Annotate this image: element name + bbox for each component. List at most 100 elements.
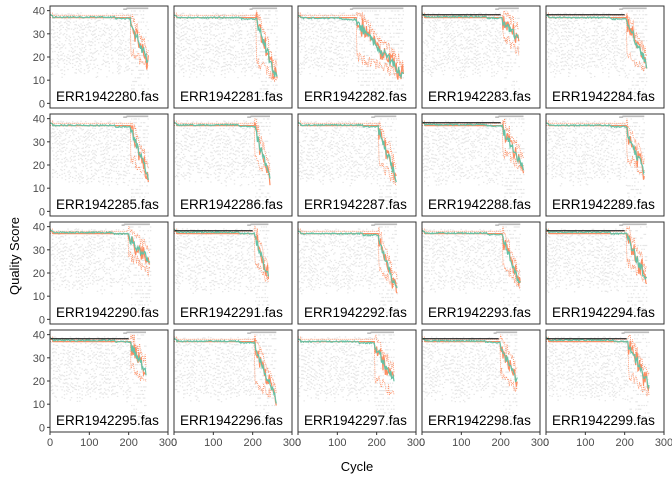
heatmap-cell — [210, 30, 212, 32]
heatmap-cell — [57, 161, 60, 164]
heatmap-cell — [94, 153, 96, 156]
heatmap-cell — [592, 46, 595, 48]
heatmap-cell — [111, 24, 113, 27]
heatmap-cell — [79, 40, 81, 42]
heatmap-cell — [560, 61, 563, 63]
mean-line — [173, 14, 278, 77]
heatmap-cell — [56, 165, 59, 167]
heatmap-cell — [108, 184, 110, 186]
heatmap-cell — [453, 44, 455, 46]
heatmap-cell — [121, 135, 123, 137]
heatmap-cell — [303, 162, 305, 164]
heatmap-cell — [114, 162, 116, 165]
heatmap-cell — [494, 20, 497, 22]
heatmap-cell — [196, 158, 198, 160]
heatmap-cell — [73, 36, 75, 38]
heatmap-cell — [136, 62, 139, 64]
heatmap-cell — [562, 20, 564, 22]
heatmap-cell — [59, 48, 61, 50]
heatmap-cell — [50, 73, 53, 75]
heatmap-cell — [312, 48, 315, 50]
heatmap-cell — [131, 95, 133, 97]
heatmap-cell — [439, 30, 441, 32]
heatmap-cell — [491, 61, 493, 63]
heatmap-cell — [583, 63, 585, 65]
heatmap-cell — [60, 32, 62, 34]
heatmap-cell — [87, 71, 89, 73]
heatmap-cell — [434, 60, 436, 62]
heatmap-cell — [396, 69, 399, 71]
heatmap-cell — [115, 155, 118, 158]
heatmap-cell — [621, 68, 623, 70]
heatmap-cell — [107, 147, 109, 149]
heatmap-cell — [68, 43, 70, 45]
heatmap-cell — [336, 35, 338, 37]
heatmap-cell — [637, 40, 639, 42]
heatmap-cell — [226, 135, 229, 137]
heatmap-cell — [268, 10, 270, 12]
heatmap-cell — [187, 161, 190, 163]
heatmap-cell — [188, 180, 191, 182]
heatmap-cell — [231, 13, 233, 15]
heatmap-cell — [77, 43, 80, 45]
heatmap-cell — [220, 160, 223, 162]
heatmap-cell — [308, 159, 310, 161]
heatmap-cell — [472, 73, 474, 75]
heatmap-cell — [353, 33, 355, 35]
heatmap-cell — [123, 156, 126, 158]
heatmap-cell — [397, 51, 400, 53]
heatmap-cell — [64, 29, 67, 31]
heatmap-cell — [197, 14, 199, 16]
heatmap-cell — [179, 158, 181, 160]
heatmap-cell — [113, 133, 115, 135]
heatmap-cell — [69, 175, 72, 178]
heatmap-cell — [85, 135, 87, 137]
heatmap-cell — [223, 139, 225, 141]
heatmap-cell — [247, 55, 250, 57]
cumulative-line — [495, 7, 519, 10]
heatmap-cell — [74, 170, 76, 172]
heatmap-cell — [127, 132, 129, 134]
heatmap-cell — [218, 134, 220, 137]
heatmap-cell — [201, 123, 204, 125]
heatmap-cell — [513, 40, 515, 42]
heatmap-cell — [120, 58, 122, 60]
heatmap-cell — [111, 162, 113, 164]
heatmap-cell — [67, 160, 69, 162]
heatmap-cell — [445, 27, 447, 29]
heatmap-cell — [103, 160, 106, 162]
heatmap-cell — [227, 136, 230, 138]
heatmap-cell — [247, 63, 250, 65]
heatmap-cell — [495, 13, 498, 15]
heatmap-cell — [89, 59, 92, 61]
heatmap-cell — [636, 73, 638, 75]
heatmap-cell — [138, 136, 140, 139]
heatmap-cell — [99, 136, 101, 139]
heatmap-cell — [109, 37, 112, 39]
heatmap-cell — [63, 73, 66, 76]
heatmap-cell — [111, 28, 113, 30]
heatmap-cell — [126, 172, 128, 174]
heatmap-cell — [193, 60, 196, 62]
heatmap-cell — [449, 32, 452, 34]
heatmap-cell — [93, 145, 95, 147]
heatmap-cell — [122, 155, 125, 157]
heatmap-cell — [382, 58, 384, 60]
heatmap-cell — [225, 170, 227, 172]
heatmap-cell — [361, 43, 363, 45]
heatmap-cell — [79, 175, 81, 177]
heatmap-cell — [484, 52, 486, 54]
heatmap-cell — [256, 203, 258, 205]
heatmap-cell — [516, 47, 518, 49]
heatmap-cell — [566, 44, 569, 46]
heatmap-cell — [194, 151, 197, 153]
heatmap-cell — [113, 129, 115, 131]
heatmap-cell — [177, 176, 179, 178]
heatmap-cell — [324, 47, 327, 49]
heatmap-cell — [298, 23, 301, 25]
heatmap-cell — [346, 43, 348, 45]
heatmap-cell — [213, 23, 216, 25]
heatmap-cell — [568, 35, 570, 37]
heatmap-cell — [557, 39, 559, 41]
heatmap-cell — [382, 21, 384, 23]
